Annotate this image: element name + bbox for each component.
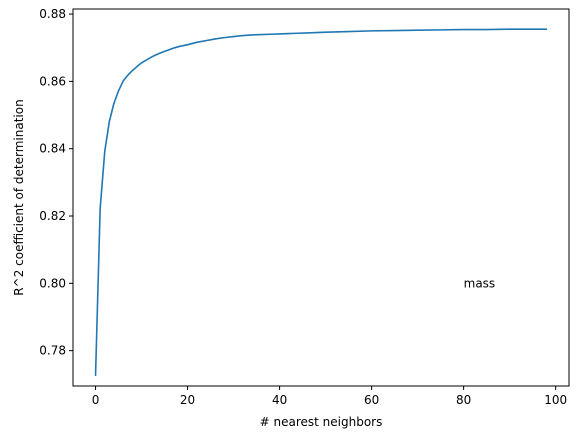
ticks-layer: 0 20 40 60 80 100 0.78 0.80 0.82 0.84 0.86 0.88 (39, 7, 567, 407)
y-axis-label: R^2 coefficient of determination (12, 99, 26, 295)
x-tick-label: 40 (272, 393, 287, 407)
y-tick-label: 0.86 (39, 74, 66, 88)
x-axis-label: # nearest neighbors (260, 415, 383, 429)
x-tick-label: 80 (456, 393, 471, 407)
y-tick-label: 0.84 (39, 142, 66, 156)
x-tick-label: 0 (92, 393, 100, 407)
series-line (94, 28, 548, 377)
plot-frame (72, 8, 570, 387)
annotation-layer: mass (464, 276, 496, 290)
line-layer (94, 28, 548, 377)
x-tick-label: 20 (180, 393, 195, 407)
y-tick-label: 0.88 (39, 7, 66, 21)
annotation-label: mass (464, 276, 496, 290)
y-tick-label: 0.82 (39, 209, 66, 223)
y-tick-label: 0.78 (39, 344, 66, 358)
x-tick-label: 100 (544, 393, 567, 407)
x-tick-label: 60 (364, 393, 379, 407)
y-tick-label: 0.80 (39, 276, 66, 290)
